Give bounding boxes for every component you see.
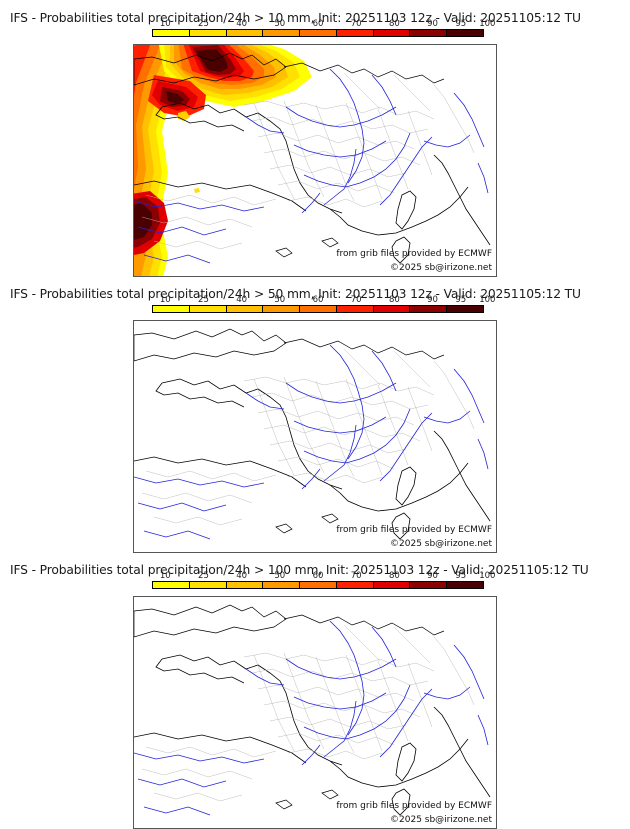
colorbar-tick: 70 [350, 19, 362, 29]
page-title: IFS - Probabilities total precipitation/… [10, 11, 581, 25]
page-title: IFS - Probabilities total precipitation/… [10, 287, 581, 301]
colorbar-ticks: 10 25 40 50 60 70 80 90 95 100 [152, 571, 496, 581]
colorbar-tick: 50 [274, 571, 286, 581]
forecast-panel-100mm: IFS - Probabilities total precipitation/… [0, 552, 630, 829]
colorbar-tick: 60 [312, 571, 324, 581]
colorbar-tick: 90 [427, 295, 438, 305]
colorbar-tick: 90 [427, 19, 438, 29]
colorbar-10mm: 10 25 40 50 60 70 80 90 95 100 [152, 19, 496, 37]
source-credit: from grib files provided by ECMWF [336, 249, 492, 259]
colorbar-tick: 80 [388, 295, 400, 305]
precipitation-field [134, 604, 491, 816]
colorbar-tick: 50 [274, 295, 286, 305]
colorbar-tick: 100 [479, 571, 496, 581]
forecast-panel-10mm: IFS - Probabilities total precipitation/… [0, 0, 630, 277]
colorbar-ticks: 10 25 40 50 60 70 80 90 95 100 [152, 19, 496, 29]
colorbar-tick: 70 [350, 295, 362, 305]
colorbar-tick: 70 [350, 571, 362, 581]
colorbar-tick: 80 [388, 571, 400, 581]
source-credit: from grib files provided by ECMWF [336, 801, 492, 811]
colorbar-50mm: 10 25 40 50 60 70 80 90 95 100 [152, 295, 496, 313]
copyright-credit: ©2025 sb@irizone.net [390, 815, 492, 825]
colorbar-ticks: 10 25 40 50 60 70 80 90 95 100 [152, 295, 496, 305]
colorbar-tick: 25 [198, 571, 209, 581]
map-canvas-100mm[interactable]: from grib files provided by ECMWF ©2025 … [133, 596, 497, 829]
forecast-panel-50mm: IFS - Probabilities total precipitation/… [0, 276, 630, 553]
colorbar-tick: 10 [159, 19, 171, 29]
colorbar-tick: 80 [388, 19, 400, 29]
colorbar-tick: 10 [159, 295, 171, 305]
colorbar-tick: 60 [312, 19, 324, 29]
page-title: IFS - Probabilities total precipitation/… [10, 563, 589, 577]
colorbar-tick: 40 [236, 571, 248, 581]
colorbar-tick: 100 [479, 19, 496, 29]
colorbar-tick: 40 [236, 19, 248, 29]
copyright-credit: ©2025 sb@irizone.net [390, 539, 492, 549]
colorbar-tick: 50 [274, 19, 286, 29]
colorbar-100mm: 10 25 40 50 60 70 80 90 95 100 [152, 571, 496, 589]
colorbar-tick: 25 [198, 295, 209, 305]
colorbar-tick: 100 [479, 295, 496, 305]
precipitation-field [134, 45, 491, 276]
precipitation-field [134, 328, 491, 540]
source-credit: from grib files provided by ECMWF [336, 525, 492, 535]
colorbar-tick: 95 [455, 19, 467, 29]
colorbar-tick: 90 [427, 571, 438, 581]
map-canvas-50mm[interactable]: from grib files provided by ECMWF ©2025 … [133, 320, 497, 553]
colorbar-tick: 60 [312, 295, 324, 305]
copyright-credit: ©2025 sb@irizone.net [390, 263, 492, 273]
colorbar-tick: 25 [198, 19, 209, 29]
colorbar-tick: 95 [455, 295, 467, 305]
colorbar-tick: 10 [159, 571, 171, 581]
colorbar-gradient [152, 305, 484, 313]
colorbar-tick: 40 [236, 295, 248, 305]
colorbar-gradient [152, 29, 484, 37]
map-canvas-10mm[interactable]: from grib files provided by ECMWF ©2025 … [133, 44, 497, 277]
colorbar-gradient [152, 581, 484, 589]
colorbar-tick: 95 [455, 571, 467, 581]
